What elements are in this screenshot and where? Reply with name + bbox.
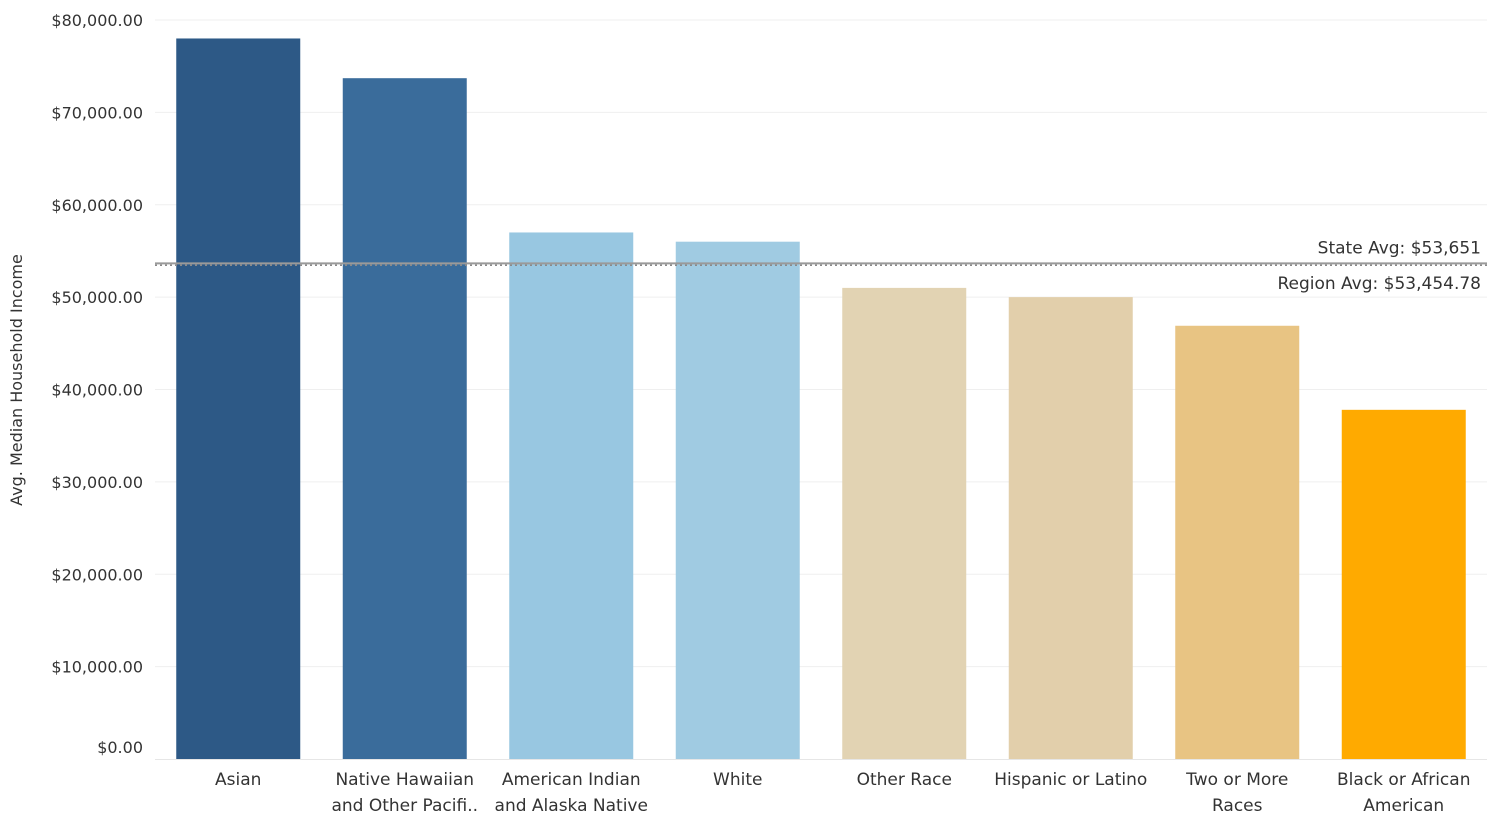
bars [176,38,1466,760]
bar [342,78,467,760]
reference-line-label: Region Avg: $53,454.78 [1277,274,1481,294]
y-tick-label: $60,000.00 [51,196,143,215]
x-tick-label: Native Hawaiian [335,770,474,790]
y-tick-label: $80,000.00 [51,11,143,30]
y-tick-label: $50,000.00 [51,288,143,307]
bar [842,287,967,759]
x-tick-label: Asian [215,770,261,790]
y-axis-ticks: $0.00 $10,000.00 $20,000.00 $30,000.00 $40,0… [51,11,143,757]
bar [1341,409,1466,759]
x-tick-label: White [713,770,762,790]
bar [1008,297,1133,759]
reference-line-label: State Avg: $53,651 [1318,238,1481,258]
x-axis-ticks: Asian Native Hawaiian and Other Pacifi.. Am… [215,770,1470,813]
reference-lines: State Avg: $53,651 Region Avg: $53,454.78 [155,238,1487,294]
x-tick-label: Two or More [1185,770,1288,790]
y-tick-label: $0.00 [97,738,143,757]
y-tick-label: $20,000.00 [51,565,143,584]
bar [509,232,634,759]
x-tick-label: and Other Pacifi.. [331,796,478,813]
x-tick-label: Hispanic or Latino [994,770,1147,790]
bar [675,241,800,759]
x-tick-label: Other Race [857,770,952,790]
y-tick-label: $40,000.00 [51,381,143,400]
x-tick-label: American Indian [502,770,641,790]
y-tick-label: $30,000.00 [51,473,143,492]
x-tick-label: American [1363,796,1444,813]
x-tick-label: Races [1212,796,1263,813]
y-tick-label: $70,000.00 [51,103,143,122]
x-tick-label: Black or African [1337,770,1470,790]
y-axis-title: Avg. Median Household Income [7,254,26,506]
y-tick-label: $10,000.00 [51,658,143,677]
bar [176,38,301,760]
x-tick-label: and Alaska Native [495,796,648,813]
bar [1175,325,1300,759]
